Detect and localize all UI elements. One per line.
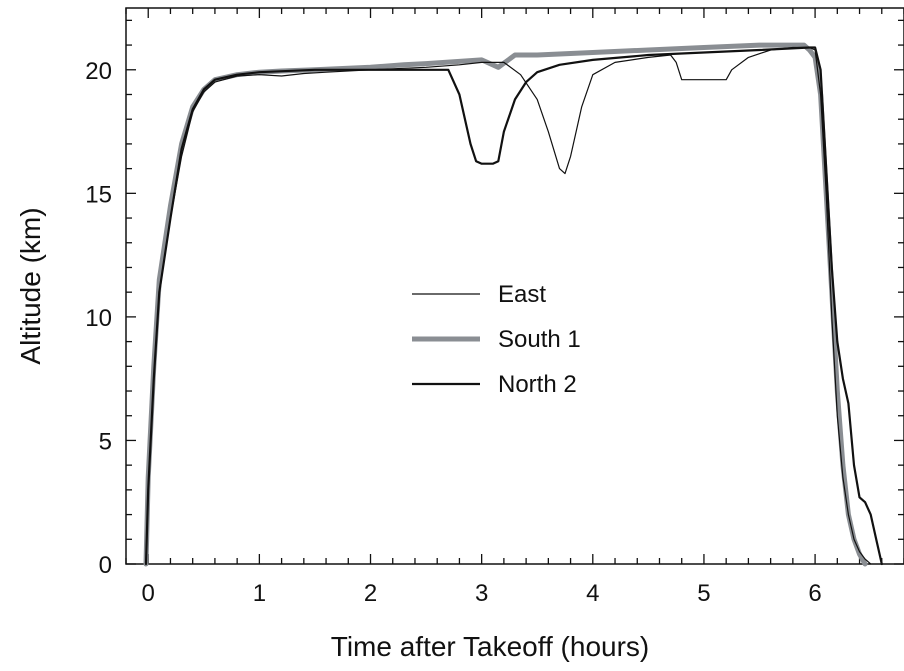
series-line-east: [145, 46, 872, 565]
legend-label-north-2: North 2: [498, 371, 577, 398]
y-axis-title: Altitude (km): [15, 207, 46, 364]
axis-ticks: [125, 8, 904, 565]
series-line-north-2: [144, 46, 883, 566]
x-tick-label: 3: [475, 580, 488, 607]
plot-frame: [125, 7, 904, 565]
x-tick-label: 6: [808, 580, 821, 607]
y-tick-label: 20: [85, 58, 112, 85]
y-tick-label: 0: [99, 552, 112, 579]
y-tick-label: 10: [85, 305, 112, 332]
x-axis-title: Time after Takeoff (hours): [331, 631, 650, 662]
x-tick-label: 0: [142, 580, 155, 607]
legend-label-east: East: [498, 281, 546, 308]
x-tick-label: 5: [697, 580, 710, 607]
y-tick-label: 15: [85, 181, 112, 208]
x-tick-label: 2: [364, 580, 377, 607]
x-tick-label: 1: [253, 580, 266, 607]
legend-label-south-1: South 1: [498, 326, 581, 353]
series-layer: [143, 42, 883, 567]
x-tick-label: 4: [586, 580, 599, 607]
legend: East South 1 North 2: [412, 281, 581, 398]
y-tick-label: 5: [99, 428, 112, 455]
tick-labels: 0 1 2 3 4 5 6 0 5 10 15 20: [85, 58, 821, 607]
